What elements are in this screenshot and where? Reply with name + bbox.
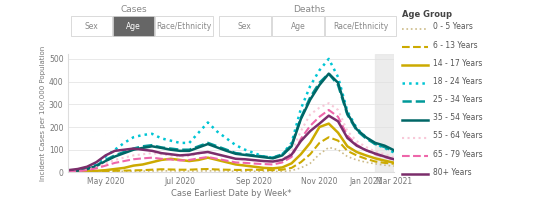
Text: 65 - 79 Years: 65 - 79 Years (433, 150, 482, 159)
Text: 35 - 54 Years: 35 - 54 Years (433, 113, 482, 122)
Text: 80+ Years: 80+ Years (433, 168, 472, 177)
Text: Age: Age (290, 22, 305, 31)
Y-axis label: Incident Cases per 100,000 Population: Incident Cases per 100,000 Population (40, 46, 46, 181)
Text: 0 - 5 Years: 0 - 5 Years (433, 22, 473, 31)
Text: Sex: Sex (85, 22, 98, 31)
Text: Deaths: Deaths (293, 5, 325, 14)
X-axis label: Case Earliest Date by Week*: Case Earliest Date by Week* (171, 189, 292, 198)
Text: Race/Ethnicity: Race/Ethnicity (333, 22, 388, 31)
Text: 6 - 13 Years: 6 - 13 Years (433, 41, 478, 50)
Text: Sex: Sex (238, 22, 252, 31)
Text: 25 - 34 Years: 25 - 34 Years (433, 95, 482, 104)
Text: Age: Age (126, 22, 141, 31)
Text: Race/Ethnicity: Race/Ethnicity (156, 22, 212, 31)
Text: Cases: Cases (121, 5, 147, 14)
Text: Age Group: Age Group (402, 10, 452, 19)
Text: 55 - 64 Years: 55 - 64 Years (433, 131, 482, 140)
Text: 14 - 17 Years: 14 - 17 Years (433, 59, 482, 68)
Text: 18 - 24 Years: 18 - 24 Years (433, 77, 482, 86)
Bar (375, 54, 394, 172)
